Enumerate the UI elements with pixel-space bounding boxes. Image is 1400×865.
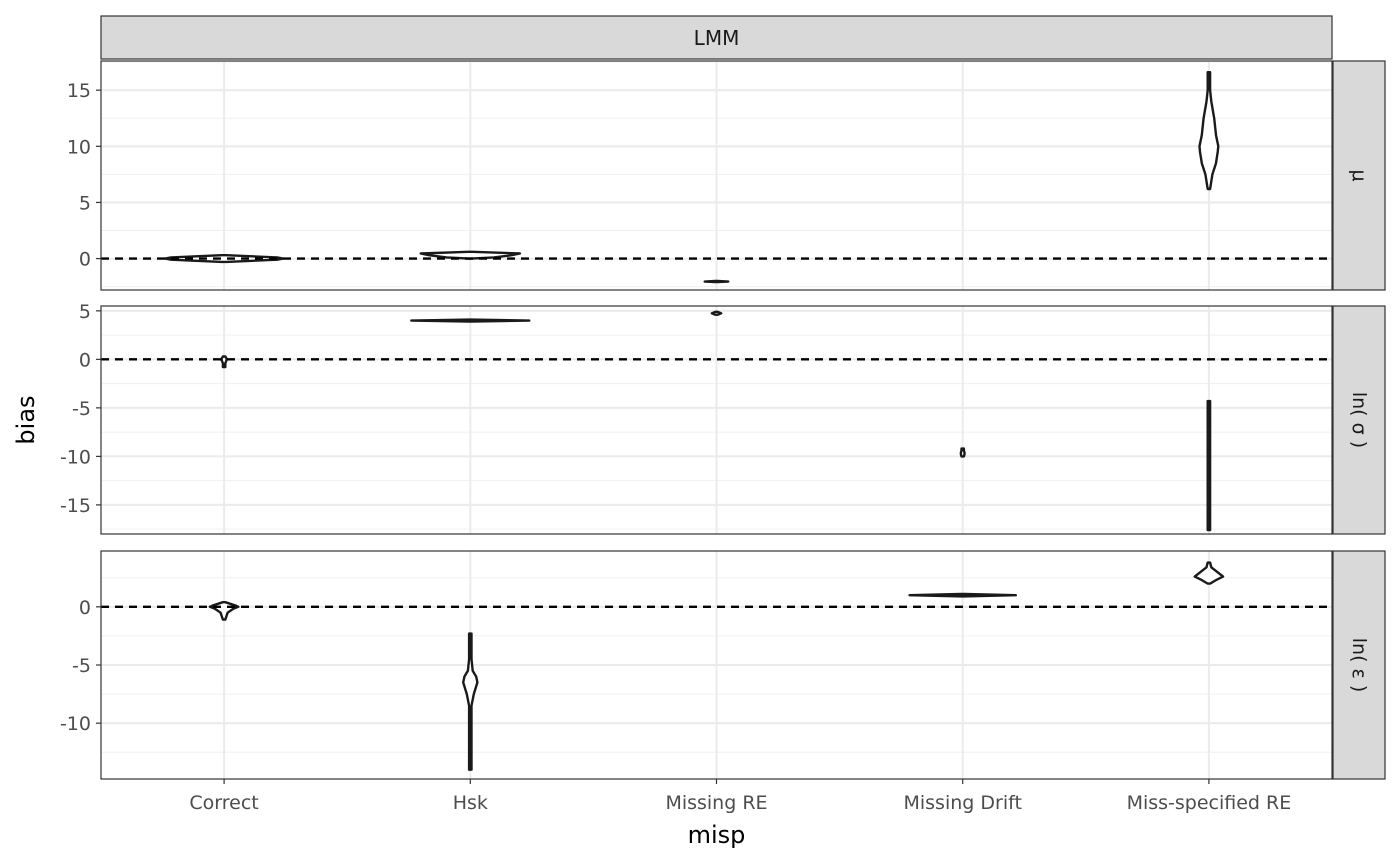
facet-strip-right-label: ln( ε ) [1348, 638, 1370, 693]
facet-strip-right [1332, 60, 1386, 291]
y-tick-label: 15 [67, 80, 91, 102]
violin-missing-drift [959, 447, 966, 458]
y-tick-label: -5 [72, 655, 91, 677]
y-tick-label: -10 [60, 446, 91, 468]
x-tick-label: Correct [189, 792, 258, 814]
y-tick-label: 0 [79, 349, 91, 371]
y-tick-label: -5 [72, 398, 91, 420]
y-tick-label: -10 [60, 713, 91, 735]
x-tick-label: Hsk [453, 792, 488, 814]
facet-strip-top-label: LMM [694, 26, 740, 50]
x-tick-label: Miss-specified RE [1127, 792, 1292, 814]
x-tick-label: Missing RE [665, 792, 767, 814]
panel-layer [100, 60, 1333, 780]
facet-strip-right-label: ln( σ ) [1348, 392, 1370, 448]
facet-strip-right [1332, 305, 1386, 535]
violin-hsk [410, 318, 531, 323]
y-tick-label: -15 [60, 495, 91, 517]
violin-missing-re [703, 279, 730, 284]
strip-layer: μ ln( σ ) ln( ε ) [1332, 60, 1386, 780]
violin-missing-re [710, 310, 723, 316]
y-tick-label: 5 [79, 192, 91, 214]
violin-missing-drift [908, 592, 1017, 598]
axis-layer: 0 5 10 15 -15 -10 -5 0 5 -10 -5 0 Correct Hsk Missing … [60, 80, 1291, 814]
y-tick-label: 0 [79, 249, 91, 271]
y-tick-label: 5 [79, 301, 91, 323]
facet-strip-right-label: μ [1348, 169, 1370, 181]
x-axis-title: misp [688, 821, 746, 849]
y-tick-label: 0 [79, 597, 91, 619]
y-tick-label: 10 [67, 136, 91, 158]
violin-miss-specified-re [1198, 71, 1220, 191]
x-tick-label: Missing Drift [903, 792, 1021, 814]
violin-correct [220, 355, 228, 369]
y-axis-title: bias [12, 395, 40, 444]
violin-miss-specified-re [1206, 399, 1212, 532]
violin-miss-specified-re [1193, 561, 1225, 585]
violin-correct [163, 254, 285, 264]
facet-strip-top [100, 15, 1333, 60]
violin-hsk [462, 632, 479, 771]
facet-strip-right [1332, 550, 1386, 780]
panel-border [100, 60, 1333, 291]
panel-border [100, 305, 1333, 535]
grid-layer [101, 61, 1332, 779]
